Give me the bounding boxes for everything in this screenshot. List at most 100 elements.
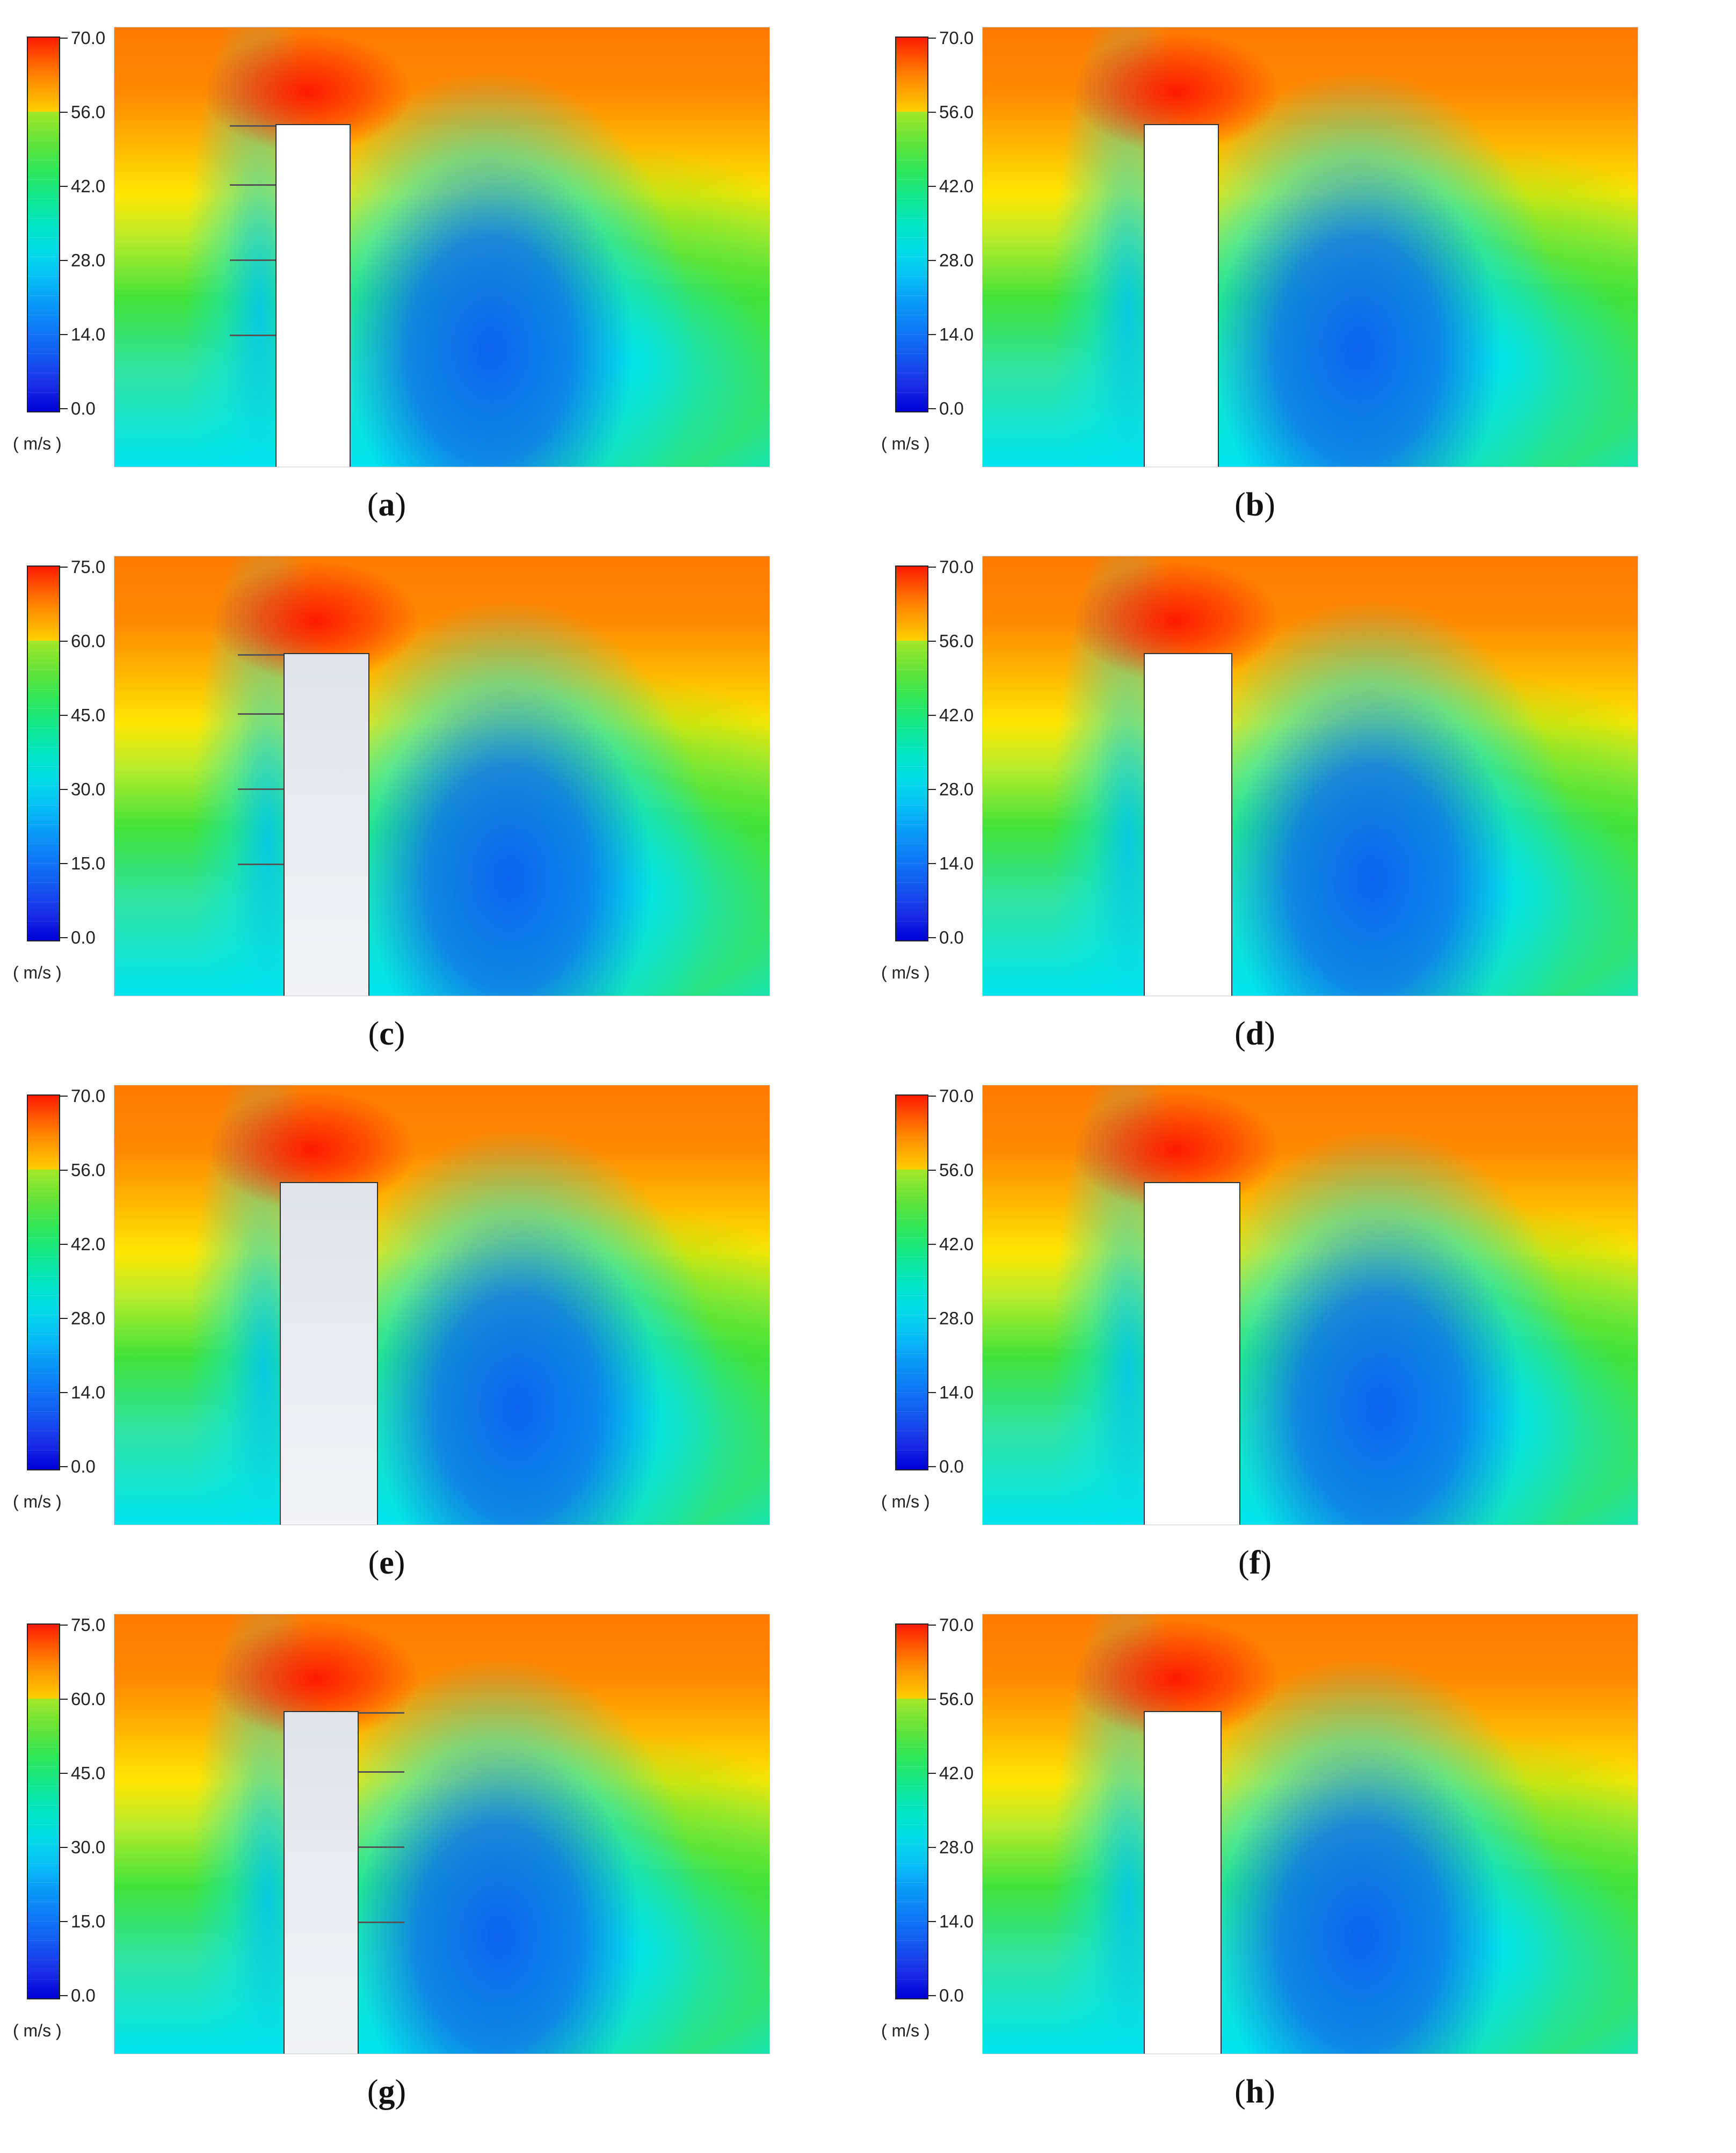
colorbar-tick	[60, 1847, 68, 1848]
facade-fin	[238, 713, 284, 715]
facade-fin	[359, 1846, 404, 1848]
colorbar-tick	[60, 641, 68, 642]
facade-fin	[238, 864, 284, 865]
colorbar-tick-label: 15.0	[71, 1911, 106, 1931]
colorbar-tick-label: 56.0	[939, 102, 974, 122]
caption-letter: a	[378, 487, 395, 523]
colorbar-top-segment	[27, 37, 60, 112]
colorbar-tick	[60, 1699, 68, 1700]
panel-caption: (d)	[868, 1015, 1641, 1053]
velocity-contour-panel-5: 70.0 56.0 42.0 28.0 14.0 0.0 ( m/s ) (e)	[0, 1058, 868, 1595]
colorbar-tick	[928, 567, 936, 568]
velocity-contour-panel-3: 75.0 60.0 45.0 30.0 15.0 0.0 ( m/s ) (c)	[0, 529, 868, 1066]
colorbar-tick-label: 0.0	[939, 398, 964, 418]
colorbar-tick-label: 70.0	[939, 1615, 974, 1635]
colorbar-tick-label: 0.0	[71, 398, 96, 418]
colorbar-tick-label: 42.0	[71, 1234, 106, 1254]
unit-label: ( m/s )	[881, 963, 930, 982]
colorbar-tick	[60, 408, 68, 409]
colorbar-tick	[928, 1625, 936, 1626]
colorbar-tick	[928, 1244, 936, 1245]
caption-open-paren: (	[367, 2074, 379, 2110]
colorbar-tick-label: 42.0	[939, 1763, 974, 1783]
colorbar-tick-label: 14.0	[939, 1382, 974, 1402]
colorbar-tick	[928, 1921, 936, 1922]
colorbar-top-segment	[895, 37, 928, 112]
panel-caption: (c)	[0, 1015, 773, 1053]
panel-caption: (a)	[0, 486, 773, 524]
velocity-field	[114, 556, 770, 996]
colorbar-tick	[928, 334, 936, 335]
facade-fin	[359, 1771, 404, 1773]
colorbar-tick-label: 75.0	[71, 1615, 106, 1635]
colorbar-tick-label: 30.0	[71, 1837, 106, 1857]
caption-close-paren: )	[394, 1545, 405, 1581]
caption-letter: c	[379, 1016, 394, 1052]
colorbar-tick	[60, 1318, 68, 1319]
panel-caption: (b)	[868, 486, 1641, 524]
panel-caption: (g)	[0, 2073, 773, 2111]
caption-open-paren: (	[368, 1016, 380, 1052]
caption-close-paren: )	[1264, 2074, 1275, 2110]
caption-open-paren: (	[368, 1545, 380, 1581]
caption-open-paren: (	[1234, 2074, 1246, 2110]
colorbar-top-segment	[27, 1094, 60, 1170]
colorbar-top-segment	[27, 1623, 60, 1699]
colorbar-tick	[60, 112, 68, 113]
colorbar-top-segment	[895, 566, 928, 641]
colorbar-tick-label: 28.0	[71, 1308, 106, 1328]
colorbar-tick	[928, 186, 936, 187]
colorbar-tick-label: 14.0	[71, 1382, 106, 1402]
colorbar-tick-label: 45.0	[71, 705, 106, 725]
panel-caption: (h)	[868, 2073, 1641, 2111]
colorbar-tick	[928, 863, 936, 864]
colorbar-tick-label: 14.0	[71, 324, 106, 344]
colorbar-tick	[928, 1318, 936, 1319]
facade-fin	[359, 1922, 404, 1923]
panel-caption: (e)	[0, 1544, 773, 1582]
colorbar-tick	[928, 1170, 936, 1171]
colorbar-tick	[60, 334, 68, 335]
building-section	[284, 653, 369, 996]
colorbar-tick	[60, 1170, 68, 1171]
colorbar-tick-label: 15.0	[71, 853, 106, 873]
caption-close-paren: )	[395, 487, 406, 523]
velocity-field	[982, 1614, 1638, 2054]
unit-label: ( m/s )	[881, 2021, 930, 2040]
colorbar-tick	[928, 1995, 936, 1996]
unit-label: ( m/s )	[13, 963, 62, 982]
caption-open-paren: (	[1234, 487, 1246, 523]
colorbar-tick	[60, 1244, 68, 1245]
facade-fin	[238, 788, 284, 790]
colorbar-tick-label: 60.0	[71, 631, 106, 651]
colorbar-tick-label: 0.0	[939, 1985, 964, 2005]
colorbar-tick	[60, 260, 68, 261]
colorbar-tick	[60, 715, 68, 716]
facade-fin	[359, 1712, 404, 1714]
velocity-contour-panel-7: 75.0 60.0 45.0 30.0 15.0 0.0 ( m/s ) (g)	[0, 1587, 868, 2124]
colorbar-tick-label: 70.0	[939, 1086, 974, 1106]
colorbar-tick	[928, 38, 936, 39]
unit-label: ( m/s )	[881, 434, 930, 453]
caption-close-paren: )	[394, 1016, 405, 1052]
colorbar-tick	[928, 715, 936, 716]
building-section	[280, 1182, 378, 1525]
colorbar-tick-label: 0.0	[939, 927, 964, 947]
colorbar-tick	[60, 186, 68, 187]
facade-fin	[230, 125, 275, 127]
colorbar-tick-label: 42.0	[939, 1234, 974, 1254]
colorbar-tick-label: 56.0	[71, 102, 106, 122]
panel-caption: (f)	[868, 1544, 1641, 1582]
colorbar-tick-label: 42.0	[71, 176, 106, 196]
caption-open-paren: (	[1234, 1016, 1246, 1052]
colorbar-tick-label: 70.0	[939, 28, 974, 48]
caption-letter: g	[378, 2074, 395, 2110]
colorbar-tick	[928, 789, 936, 790]
colorbar-tick-label: 0.0	[71, 927, 96, 947]
colorbar-tick-label: 60.0	[71, 1689, 106, 1709]
colorbar-tick	[60, 38, 68, 39]
colorbar-top-segment	[27, 566, 60, 641]
caption-close-paren: )	[1264, 487, 1275, 523]
colorbar-tick	[60, 789, 68, 790]
caption-letter: b	[1245, 487, 1265, 523]
